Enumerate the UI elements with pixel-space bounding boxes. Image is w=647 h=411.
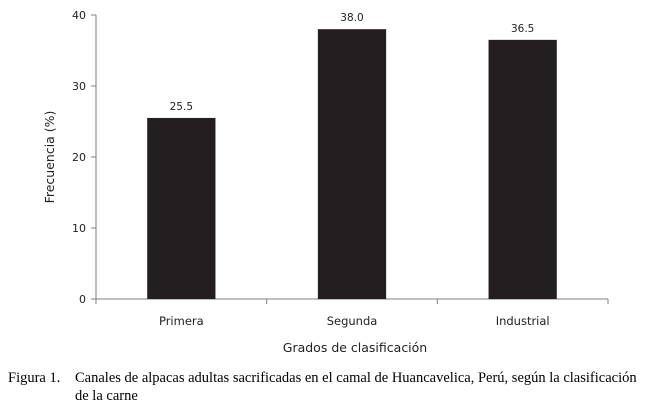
figure-caption: Figura 1. Canales de alpacas adultas sac… — [8, 369, 643, 405]
data-label: 38.0 — [340, 12, 363, 24]
y-tick-label: 0 — [79, 293, 86, 306]
bar-industrial — [488, 39, 557, 299]
data-labels: 25.5 38.0 36.5 — [170, 12, 535, 113]
y-axis: 0 10 20 30 40 — [72, 9, 97, 306]
data-label: 36.5 — [511, 23, 534, 35]
data-label: 25.5 — [170, 101, 193, 113]
x-tick-label: Primera — [159, 314, 204, 328]
caption-text: Canales de alpacas adultas sacrificadas … — [75, 370, 637, 404]
bar-chart: 0 10 20 30 40 Primera Segunda Industrial 25.5 3… — [42, 9, 609, 355]
x-tick-label: Segunda — [327, 314, 378, 328]
y-tick-label: 40 — [72, 9, 86, 22]
bar-segunda — [317, 29, 387, 299]
y-tick-label: 30 — [72, 80, 86, 93]
y-tick-label: 20 — [72, 151, 86, 164]
bars — [147, 29, 557, 299]
x-axis-title: Grados de clasificación — [283, 340, 427, 355]
caption-label: Figura 1. — [8, 370, 61, 386]
y-tick-label: 10 — [72, 222, 86, 235]
x-axis: Primera Segunda Industrial — [95, 298, 609, 328]
x-tick-label: Industrial — [496, 314, 550, 328]
bar-primera — [147, 117, 216, 299]
y-axis-title: Frecuencia (%) — [42, 111, 57, 204]
